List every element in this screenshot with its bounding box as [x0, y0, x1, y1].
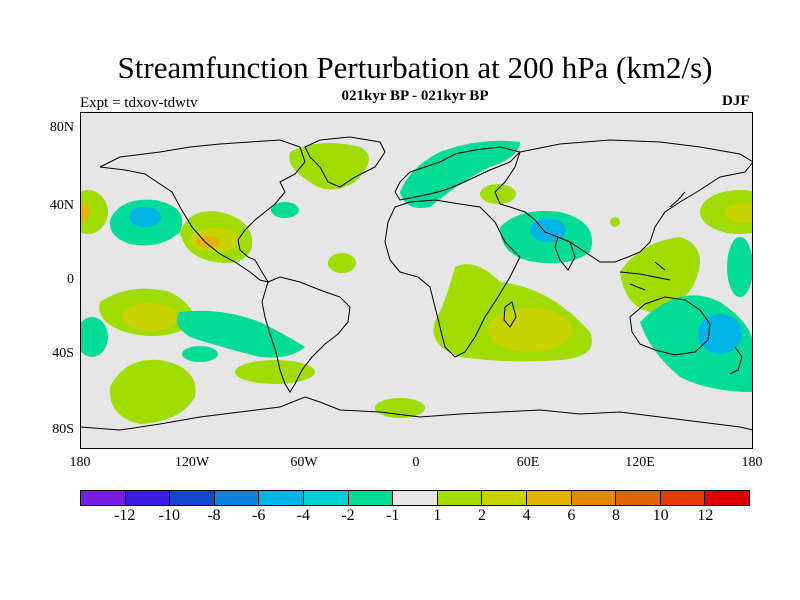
colorbar-label: -12	[113, 507, 136, 524]
colorbar-label: -1	[385, 507, 400, 524]
coast-africa	[384, 199, 521, 358]
colorbar-swatch	[125, 491, 171, 505]
contour-argentina	[235, 360, 315, 384]
colorbar-label: 8	[612, 507, 620, 524]
season-label: DJF	[722, 93, 750, 109]
contour-pacific-west-core	[80, 202, 90, 222]
x-tick-60e: 60E	[516, 455, 540, 470]
colorbar-label: 1	[433, 507, 442, 524]
y-tick-40S: 40S	[52, 346, 74, 361]
colorbar-label: 10	[652, 507, 669, 524]
contour-scandinavia	[400, 140, 520, 208]
colorbar-label: 4	[522, 507, 531, 524]
colorbar-label: 2	[478, 507, 486, 524]
experiment-label: Expt = tdxov-tdwtv	[80, 95, 198, 111]
coast-india	[554, 236, 576, 271]
map-frame	[80, 112, 753, 449]
y-tick-40N: 40N	[49, 198, 74, 213]
contour-mexico-core	[196, 236, 220, 248]
contour-tropical-pacific	[620, 237, 700, 312]
y-tick-80N: 80N	[49, 120, 74, 135]
contour-atlantic-small	[328, 253, 356, 273]
coast-europe	[394, 146, 521, 201]
colorbar-swatch	[393, 491, 438, 505]
y-tick-0: 0	[67, 272, 74, 287]
colorbar-swatch	[437, 491, 483, 505]
colorbar-label: -2	[341, 507, 355, 524]
contour-south-indian-east-core	[698, 314, 742, 354]
x-tick-120e: 120E	[625, 455, 655, 470]
colorbar-swatch	[81, 491, 126, 505]
contour-indian-mid	[488, 308, 572, 352]
colorbar-swatch	[616, 491, 661, 505]
coast-north-america	[99, 139, 306, 283]
coast-new-zealand	[729, 346, 743, 375]
coast-australia	[629, 296, 711, 356]
coast-indonesia	[619, 261, 671, 291]
colorbar	[80, 490, 750, 506]
x-tick-180w: 180	[69, 455, 91, 470]
colorbar-swatch	[348, 491, 394, 505]
contour-mideast	[480, 184, 516, 204]
contour-south-pacific-core	[122, 303, 178, 331]
colorbar-label: 12	[697, 507, 714, 524]
contour-east-coast	[271, 202, 299, 218]
colorbar-swatch	[571, 491, 617, 505]
colorbar-swatch	[214, 491, 260, 505]
contour-tropical-small	[610, 217, 620, 227]
coastlines	[80, 136, 753, 431]
coast-antarctica	[80, 396, 753, 431]
coast-greenland	[304, 136, 386, 188]
colorbar-label: -8	[207, 507, 221, 524]
contour-map	[80, 112, 753, 449]
colorbar-label: -6	[251, 507, 266, 524]
contour-north-pacific-east-core	[725, 203, 753, 223]
plot-subtitle: 021kyr BP - 021kyr BP	[341, 88, 489, 104]
coast-japan	[669, 191, 686, 208]
contour-south-pacific-south	[109, 359, 196, 424]
contour-tasman	[727, 237, 753, 297]
colorbar-swatch	[660, 491, 706, 505]
negative-contours	[80, 140, 753, 392]
contour-south-asia-core	[530, 218, 566, 242]
x-tick-120w: 120W	[174, 455, 210, 470]
contour-south-pacific-band	[176, 310, 305, 358]
plot-title: Streamfunction Perturbation at 200 hPa (…	[117, 50, 713, 85]
colorbar-label: 6	[567, 507, 576, 524]
contour-north-pacific-core	[129, 207, 161, 227]
colorbar-swatch	[170, 491, 215, 505]
colorbar-swatch	[259, 491, 304, 505]
colorbar-label: -10	[158, 507, 180, 524]
x-tick-180e: 180	[741, 455, 763, 470]
colorbar-swatch	[303, 491, 349, 505]
colorbar-label: -4	[296, 507, 310, 524]
contour-pacific-west	[80, 190, 108, 234]
colorbar-swatch	[482, 491, 527, 505]
contour-south-pacific-small	[182, 346, 218, 362]
contour-pacific-west-edge	[80, 317, 108, 357]
x-tick-0: 0	[412, 455, 420, 470]
coast-madagascar	[503, 301, 517, 328]
x-tick-60w: 60W	[290, 455, 318, 470]
coast-south-america	[261, 276, 351, 393]
y-tick-80S: 80S	[52, 422, 74, 437]
colorbar-swatch	[705, 491, 749, 505]
colorbar-swatch	[526, 491, 572, 505]
coast-asia	[494, 139, 753, 263]
